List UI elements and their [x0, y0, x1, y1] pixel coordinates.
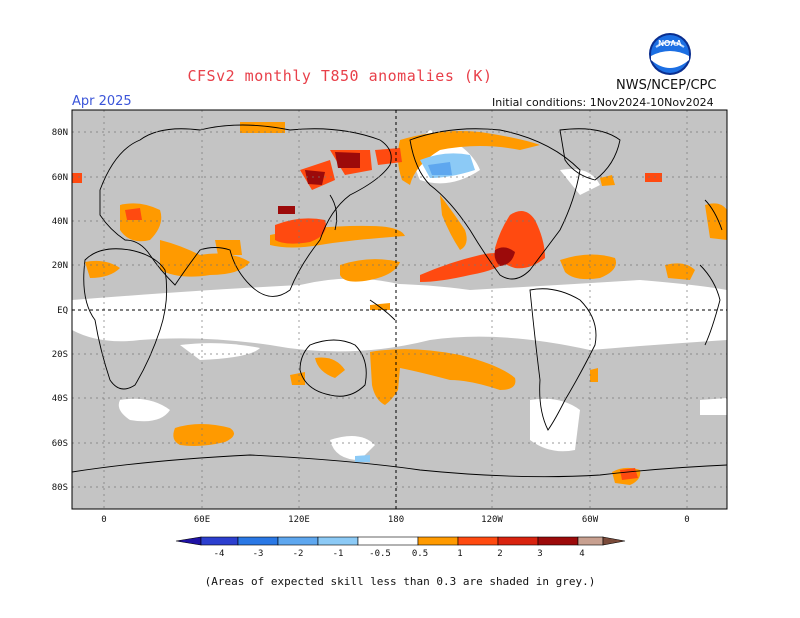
lat-label: EQ [57, 306, 68, 316]
agency-label: NWS/NCEP/CPC [616, 78, 717, 93]
legend-swatch [200, 536, 239, 546]
legend-swatch [537, 536, 579, 546]
map-frame [71, 109, 728, 510]
lon-label: 60W [582, 515, 599, 525]
legend-tick: -2 [293, 549, 304, 559]
chart-title: CFSv2 monthly T850 anomalies (K) [187, 67, 493, 85]
lat-labels: 80N 60N 40N 20N EQ 20S 40S 60S 80S [52, 128, 68, 493]
coastlines [72, 124, 727, 478]
lon-label: 120W [481, 515, 503, 525]
lat-label: 40N [52, 217, 68, 227]
legend-tick: 1 [457, 549, 462, 559]
lat-label: 40S [52, 394, 68, 404]
legend-tick: 2 [497, 549, 502, 559]
anomaly-3-to-4 [278, 152, 515, 266]
lat-label: 20S [52, 350, 68, 360]
legend-tick: 3 [537, 549, 542, 559]
legend-tick: -3 [253, 549, 264, 559]
legend-swatch [577, 536, 604, 546]
lat-label: 80S [52, 483, 68, 493]
legend-tick: 4 [579, 549, 584, 559]
noaa-logo [649, 33, 691, 75]
legend-tick: -1 [333, 549, 344, 559]
lon-label: 0 [101, 515, 106, 525]
legend-tick: 0.5 [412, 549, 428, 559]
forecast-month: Apr 2025 [72, 94, 132, 109]
legend-labels: -4 -3 -2 -1 -0.5 0.5 1 2 3 4 [214, 549, 585, 559]
legend-swatch [457, 536, 499, 546]
lon-label: 180 [388, 515, 404, 525]
color-legend [175, 536, 626, 546]
legend-swatch [417, 536, 459, 546]
lon-label: 120E [288, 515, 310, 525]
lon-label: 0 [684, 515, 689, 525]
lat-label: 80N [52, 128, 68, 138]
legend-swatch [237, 536, 279, 546]
legend-swatch [497, 536, 539, 546]
legend-tick: -0.5 [369, 549, 391, 559]
legend-swatch [317, 536, 359, 546]
anomaly-minus-1 [428, 162, 452, 175]
legend-tick: -4 [214, 549, 225, 559]
lon-labels: 0 60E 120E 180 120W 60W 0 [101, 515, 689, 525]
lat-label: 60S [52, 439, 68, 449]
legend-swatch [277, 536, 319, 546]
legend-swatch [602, 536, 626, 546]
lat-label: 20N [52, 261, 68, 271]
legend-swatch [175, 536, 202, 546]
logo-text: NOAA [658, 39, 682, 48]
lon-label: 60E [194, 515, 210, 525]
skill-note: (Areas of expected skill less than 0.3 a… [204, 575, 596, 588]
lat-label: 60N [52, 173, 68, 183]
initial-conditions: Initial conditions: 1Nov2024-10Nov2024 [492, 96, 714, 109]
legend-swatch [357, 536, 419, 546]
